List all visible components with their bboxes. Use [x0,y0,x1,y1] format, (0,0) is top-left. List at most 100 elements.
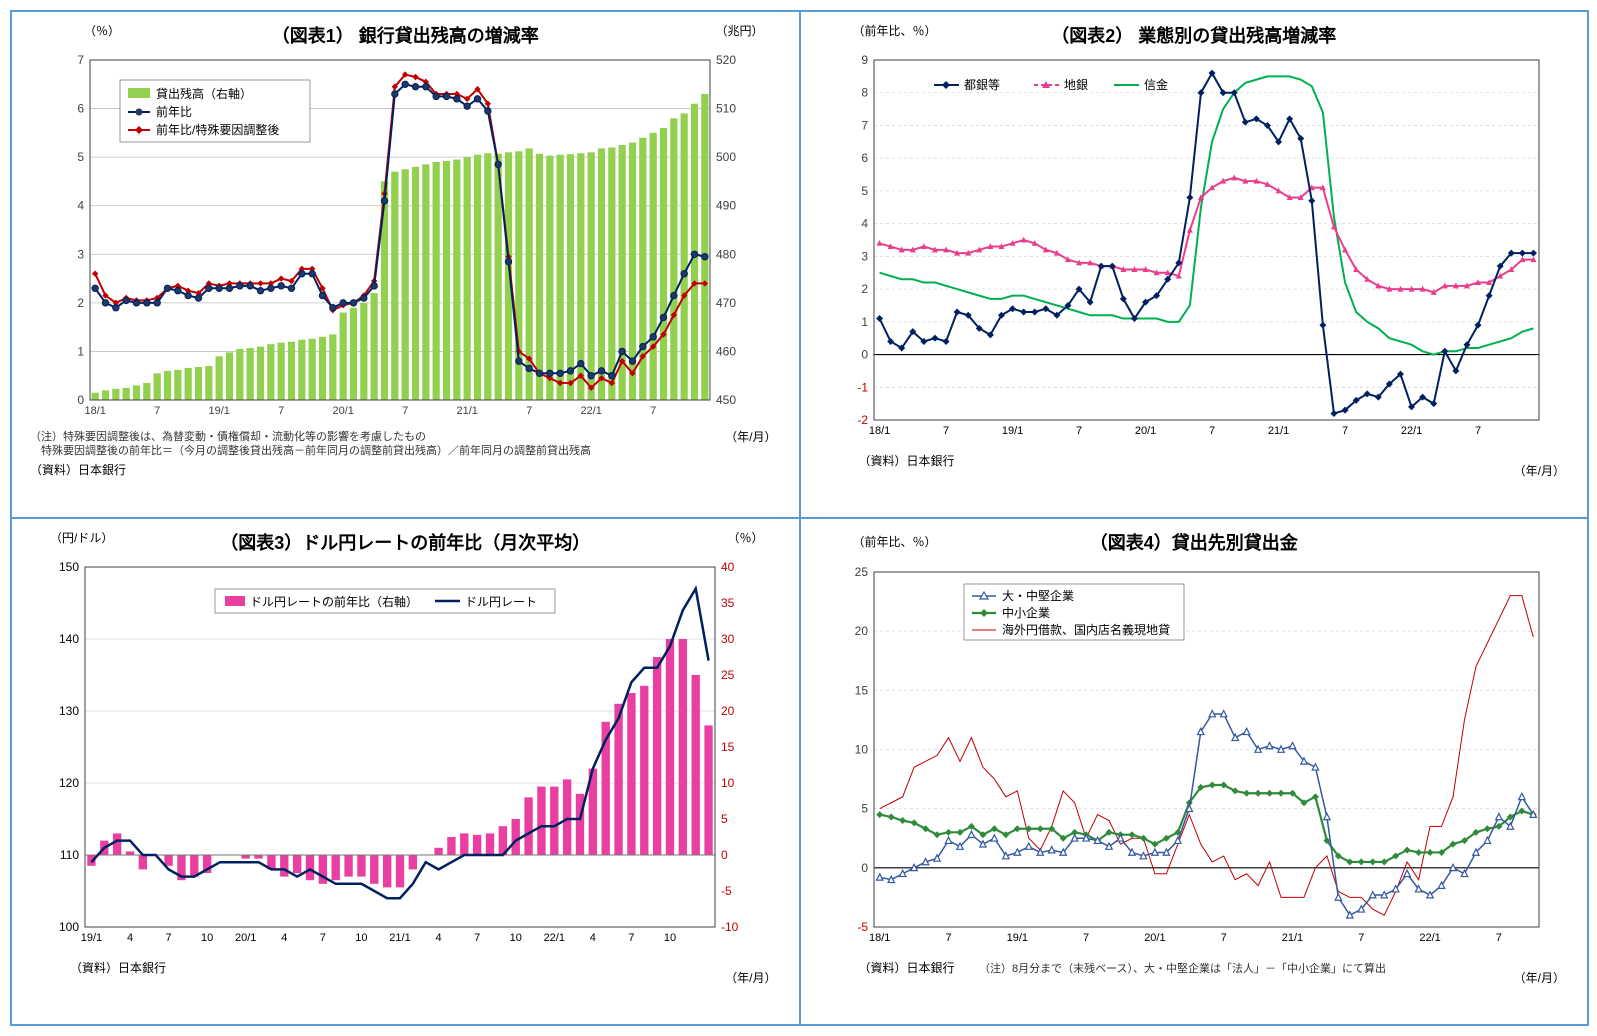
svg-text:21/1: 21/1 [389,932,410,944]
svg-text:30: 30 [721,632,735,646]
svg-text:20/1: 20/1 [235,932,256,944]
svg-text:-5: -5 [857,920,868,934]
svg-text:25: 25 [721,668,735,682]
svg-text:7: 7 [1358,932,1364,944]
svg-text:1: 1 [861,315,868,329]
chart-2-svg: -2-1012345678918/1719/1720/1721/1722/17都… [819,50,1559,450]
svg-text:7: 7 [1220,932,1226,944]
svg-text:19/1: 19/1 [1006,932,1027,944]
svg-text:520: 520 [716,53,736,67]
svg-text:0: 0 [861,861,868,875]
svg-text:19/1: 19/1 [81,932,102,944]
svg-text:前年比/特殊要因調整後: 前年比/特殊要因調整後 [156,122,279,137]
svg-text:7: 7 [1208,425,1214,437]
svg-text:18/1: 18/1 [84,405,105,417]
svg-text:ドル円レートの前年比（右軸）: ドル円レートの前年比（右軸） [250,594,418,609]
svg-text:20/1: 20/1 [1144,932,1165,944]
svg-text:-1: -1 [857,380,868,394]
svg-text:7: 7 [320,932,326,944]
svg-text:21/1: 21/1 [456,405,477,417]
c2-yll: （前年比、％） [853,22,937,39]
svg-text:19/1: 19/1 [208,405,229,417]
svg-text:6: 6 [861,151,868,165]
svg-text:2: 2 [77,296,84,310]
c1-xl: （年/月） [725,428,776,445]
svg-text:480: 480 [716,247,736,261]
svg-text:7: 7 [77,53,84,67]
svg-text:500: 500 [716,150,736,164]
svg-text:20: 20 [854,624,868,638]
c3-yll: （円/ドル） [50,529,113,546]
svg-text:4: 4 [281,932,287,944]
svg-text:100: 100 [59,920,79,934]
svg-text:大・中堅企業: 大・中堅企業 [1002,588,1074,603]
c4-source: （資料）日本銀行 [859,959,955,976]
svg-text:20/1: 20/1 [332,405,353,417]
svg-text:140: 140 [59,632,79,646]
chart-4-panel: （前年比、％） （図表4）貸出先別貸出金 -5051015202518/1719… [800,518,1589,1025]
svg-text:7: 7 [526,405,532,417]
svg-text:130: 130 [59,704,79,718]
c1-note1: （注）特殊要因調整後は、為替変動・債権償却・流動化等の影響を考慮したもの [30,430,781,444]
svg-text:5: 5 [721,812,728,826]
svg-text:4: 4 [127,932,133,944]
svg-text:0: 0 [77,393,84,407]
c3-ylr: （％） [727,529,763,546]
c4-xl: （年/月） [1514,969,1565,986]
svg-text:18/1: 18/1 [868,425,889,437]
svg-text:7: 7 [166,932,172,944]
svg-text:5: 5 [861,802,868,816]
svg-text:15: 15 [854,683,868,697]
svg-text:18/1: 18/1 [869,932,890,944]
svg-text:20: 20 [721,704,735,718]
chart-2-panel: （前年比、％） （図表2） 業態別の貸出残高増減率 -2-10123456789… [800,11,1589,518]
svg-text:信金: 信金 [1144,77,1168,92]
svg-text:9: 9 [861,53,868,67]
svg-text:4: 4 [590,932,596,944]
chart-1-panel: （％） （図表1） 銀行貸出残高の増減率 （兆円） 01234567450460… [11,11,800,518]
svg-text:0: 0 [721,848,728,862]
svg-text:10: 10 [201,932,213,944]
svg-text:3: 3 [861,249,868,263]
svg-text:10: 10 [355,932,367,944]
svg-text:-2: -2 [857,413,868,427]
c2-source: （資料）日本銀行 [859,452,1570,469]
svg-text:10: 10 [664,932,676,944]
svg-text:460: 460 [716,344,736,358]
svg-text:貸出残高（右軸）: 貸出残高（右軸） [156,86,252,101]
c2-xl: （年/月） [1514,462,1565,479]
svg-text:0: 0 [861,348,868,362]
svg-text:21/1: 21/1 [1281,932,1302,944]
svg-text:-5: -5 [721,884,732,898]
svg-text:7: 7 [1075,425,1081,437]
c3-source: （資料）日本銀行 [70,959,781,976]
svg-text:4: 4 [436,932,442,944]
svg-text:22/1: 22/1 [1400,425,1421,437]
svg-text:ドル円レート: ドル円レート [465,595,537,609]
chart-3-svg: 100110120130140150-10-505101520253035401… [30,557,770,957]
svg-text:7: 7 [278,405,284,417]
svg-text:22/1: 22/1 [580,405,601,417]
svg-text:7: 7 [1341,425,1347,437]
svg-text:7: 7 [1495,932,1501,944]
c1-source: （資料）日本銀行 [30,461,781,478]
svg-text:1: 1 [77,344,84,358]
svg-text:7: 7 [650,405,656,417]
c4-note: （注）8月分まで（末残ベース）、大・中堅企業は「法人」－「中小企業」にて算出 [979,963,1386,975]
svg-text:10: 10 [854,743,868,757]
chart-1-svg: 0123456745046047048049050051052018/1719/… [30,50,770,430]
svg-text:中小企業: 中小企業 [1002,605,1050,620]
svg-text:8: 8 [861,86,868,100]
svg-text:110: 110 [60,848,79,862]
svg-text:20/1: 20/1 [1134,425,1155,437]
svg-text:7: 7 [861,118,868,132]
svg-text:470: 470 [716,296,736,310]
svg-text:40: 40 [721,560,735,574]
svg-text:4: 4 [861,217,868,231]
svg-text:21/1: 21/1 [1267,425,1288,437]
svg-text:7: 7 [942,425,948,437]
svg-text:22/1: 22/1 [1419,932,1440,944]
svg-text:5: 5 [77,150,84,164]
svg-text:10: 10 [721,776,735,790]
svg-text:3: 3 [77,247,84,261]
